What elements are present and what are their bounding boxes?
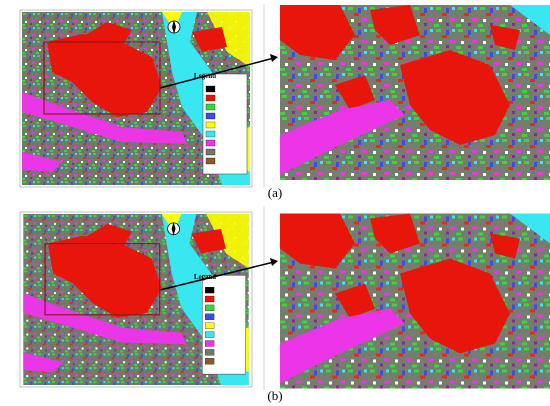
- arrow-head: [270, 54, 278, 62]
- arrow: [159, 57, 275, 89]
- arrow: [159, 261, 275, 291]
- legend-title: Legend: [194, 273, 216, 281]
- caption: (b): [267, 388, 282, 403]
- caption: (a): [268, 185, 282, 200]
- panel-a: Legend (a): [19, 4, 550, 200]
- overview-map: [22, 12, 250, 185]
- zoom-map: [280, 213, 550, 389]
- panel-b: Legend (b): [19, 206, 550, 403]
- zoom-map: [280, 5, 550, 180]
- arrow-head: [270, 258, 278, 266]
- overview-map: [22, 214, 250, 385]
